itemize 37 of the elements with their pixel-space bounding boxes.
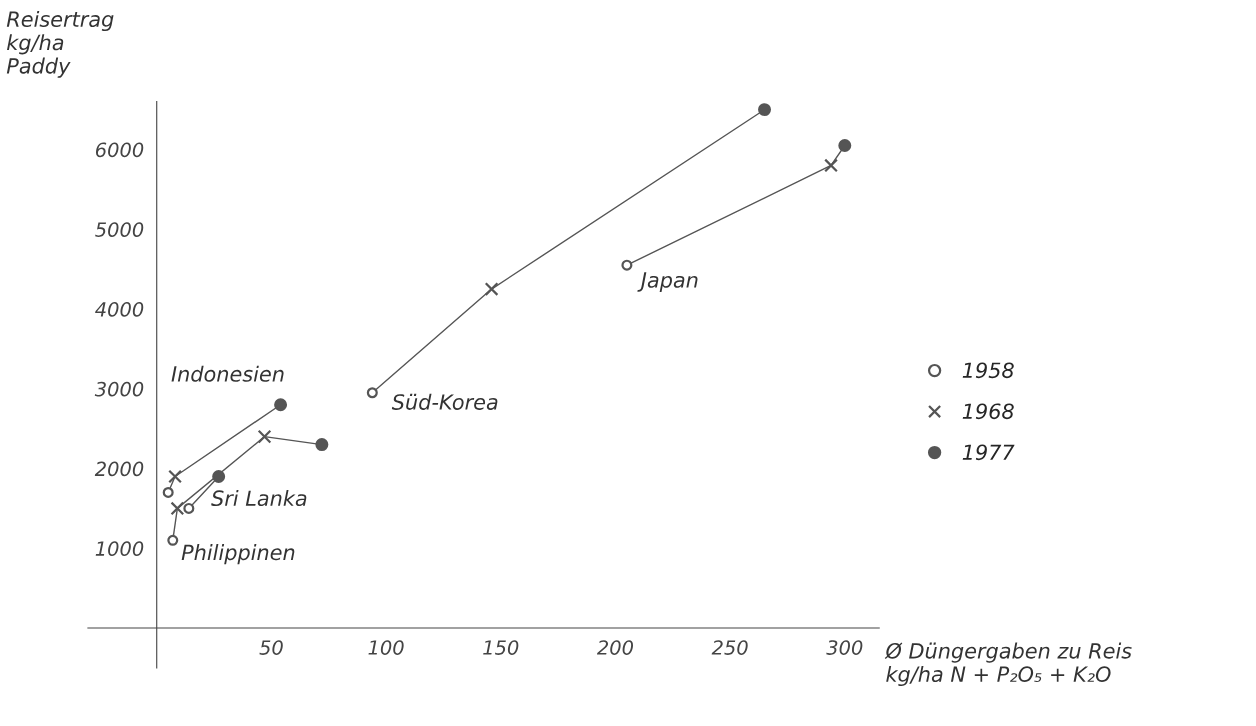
y-tick-label: 1000 [95,541,144,556]
y-tick-label: 6000 [95,142,144,158]
series-label: Philippinen [181,544,295,565]
point [758,103,772,117]
series-label: Japan [637,272,698,292]
point [167,534,179,546]
x-tick-label: 300 [826,640,863,655]
point [621,259,633,271]
point [484,282,499,296]
point [315,438,329,452]
point [824,158,838,173]
x-tick-label: 100 [368,640,404,655]
y-tick-label: 4000 [95,301,144,317]
legend-label: 1977 [962,444,1015,461]
legend-label: 1968 [962,403,1014,420]
point [162,486,174,498]
point [168,469,182,484]
legend-label: 1958 [962,362,1014,379]
x-tick-label: 200 [596,640,634,655]
x-axis-title: Ø Düngergaben zu Reis kg/ha N + P₂O₅ + K₂O [884,642,1132,687]
series-label: Sri Lanka [211,489,307,507]
y-axis-title: Reisertrag kg/ha Paddy [6,10,114,78]
point [170,501,185,516]
point [838,139,852,152]
point [274,398,288,412]
y-tick-label: 3000 [94,381,144,397]
point [257,429,272,444]
x-tick-label: 250 [711,640,748,655]
point [212,470,226,483]
x-tick-label: 150 [483,640,519,655]
point [183,502,195,514]
series-label: Indonesien [171,365,284,382]
x-tick-label: 50 [259,640,283,655]
y-tick-label: 5000 [95,222,144,237]
series-label: Süd-Korea [391,393,498,410]
point [366,387,378,399]
y-tick-label: 2000 [94,461,144,477]
